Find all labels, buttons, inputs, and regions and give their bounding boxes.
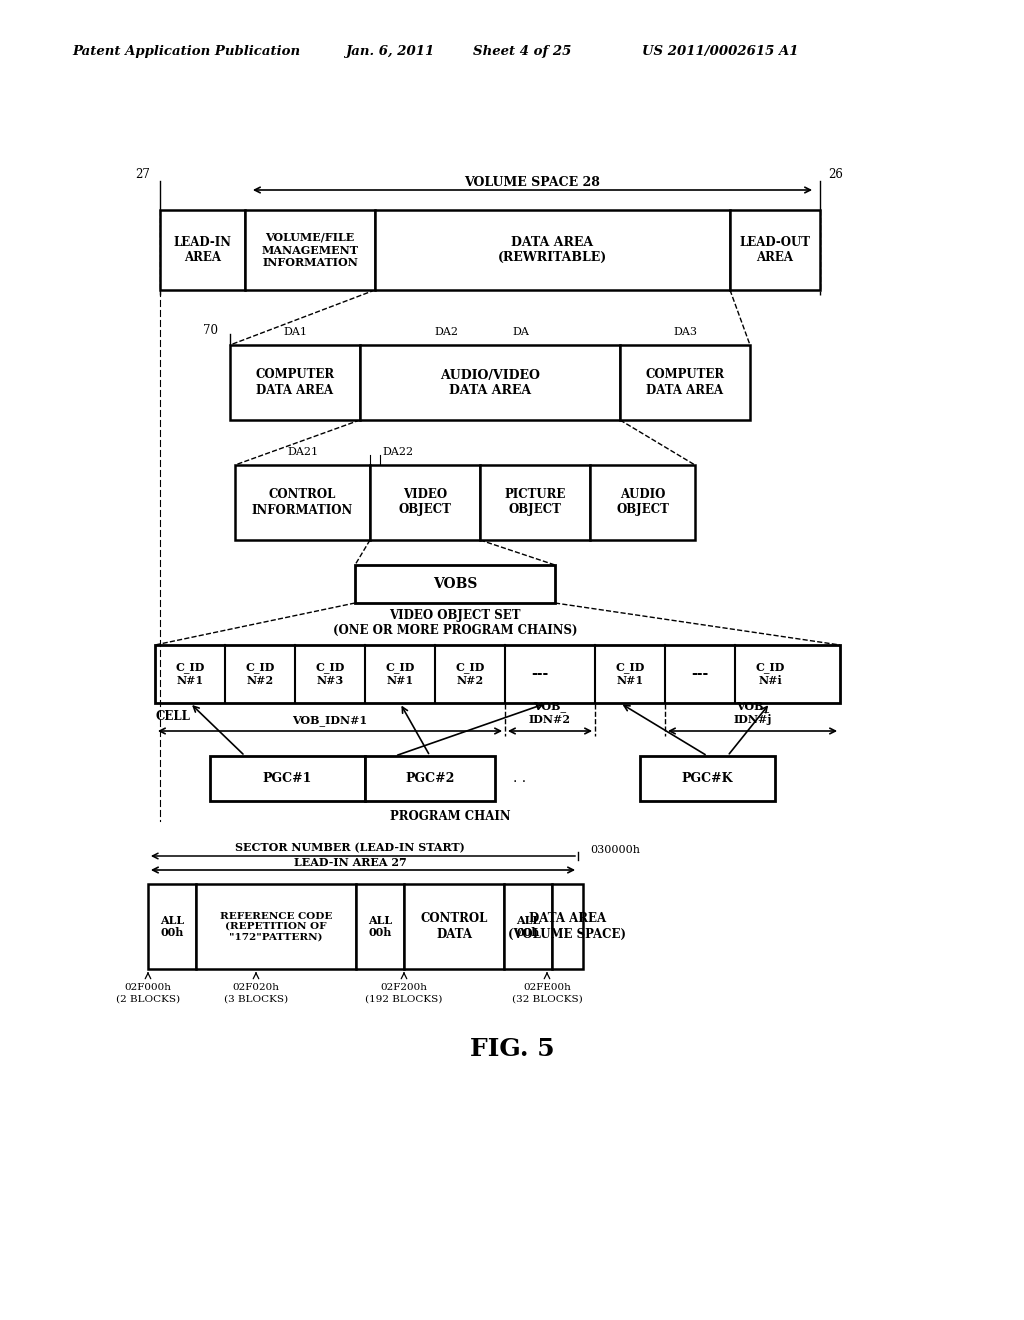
Text: 02F020h: 02F020h [232, 983, 280, 993]
Text: ---: --- [691, 667, 709, 681]
Bar [730, 210, 820, 290]
Bar [504, 884, 552, 969]
Text: DA21: DA21 [287, 447, 318, 457]
Bar [210, 756, 365, 801]
Text: Jan. 6, 2011: Jan. 6, 2011 [345, 45, 434, 58]
Text: DA: DA [513, 327, 529, 337]
Text: 02F000h: 02F000h [125, 983, 171, 993]
Bar [365, 756, 495, 801]
Bar [234, 465, 370, 540]
Bar [155, 645, 840, 704]
Text: DA1: DA1 [283, 327, 307, 337]
Text: REFERENCE CODE
(REPETITION OF
"172"PATTERN): REFERENCE CODE (REPETITION OF "172"PATTE… [220, 912, 332, 941]
Bar [480, 465, 590, 540]
Text: PGC#K: PGC#K [682, 772, 733, 785]
Bar [355, 565, 555, 603]
Text: DA3: DA3 [673, 327, 697, 337]
Text: DA2: DA2 [434, 327, 459, 337]
Bar [196, 884, 356, 969]
Bar [230, 345, 360, 420]
Text: VIDEO OBJECT SET: VIDEO OBJECT SET [389, 609, 521, 622]
Text: ALL
00h: ALL 00h [516, 915, 540, 939]
Text: C_ID
N#2: C_ID N#2 [246, 663, 274, 686]
Text: COMPUTER
DATA AREA: COMPUTER DATA AREA [255, 368, 335, 396]
Text: Sheet 4 of 25: Sheet 4 of 25 [473, 45, 571, 58]
Text: . .: . . [513, 771, 526, 785]
Text: VOB_
IDN#2: VOB_ IDN#2 [529, 701, 571, 725]
Text: LEAD-IN
AREA: LEAD-IN AREA [173, 236, 231, 264]
Text: AUDIO
OBJECT: AUDIO OBJECT [616, 488, 669, 516]
Bar [148, 884, 196, 969]
Text: 02FE00h: 02FE00h [523, 983, 571, 993]
Bar [356, 884, 404, 969]
Text: LEAD-OUT
AREA: LEAD-OUT AREA [739, 236, 811, 264]
Text: (192 BLOCKS): (192 BLOCKS) [366, 995, 442, 1005]
Text: CELL: CELL [155, 710, 189, 723]
Text: VIDEO
OBJECT: VIDEO OBJECT [398, 488, 452, 516]
Text: VOB_IDN#1: VOB_IDN#1 [293, 715, 368, 726]
Text: CONTROL
DATA: CONTROL DATA [420, 912, 487, 940]
Bar [590, 465, 695, 540]
Text: US 2011/0002615 A1: US 2011/0002615 A1 [642, 45, 799, 58]
Text: VOLUME/FILE
MANAGEMENT
INFORMATION: VOLUME/FILE MANAGEMENT INFORMATION [261, 232, 358, 268]
Text: 70: 70 [203, 323, 218, 337]
Text: DATA AREA
(REWRITABLE): DATA AREA (REWRITABLE) [498, 236, 607, 264]
Text: PICTURE
OBJECT: PICTURE OBJECT [504, 488, 565, 516]
Text: PGC#1: PGC#1 [263, 772, 312, 785]
Text: (3 BLOCKS): (3 BLOCKS) [224, 995, 288, 1005]
Text: DA22: DA22 [382, 447, 413, 457]
Bar [552, 884, 583, 969]
Text: 030000h: 030000h [590, 845, 640, 855]
Text: C_ID
N#2: C_ID N#2 [456, 663, 484, 686]
Text: VOBS: VOBS [433, 577, 477, 591]
Text: PGC#2: PGC#2 [406, 772, 455, 785]
Text: FIG. 5: FIG. 5 [470, 1038, 554, 1061]
Text: 26: 26 [828, 169, 843, 181]
Text: ALL
00h: ALL 00h [368, 915, 392, 939]
Text: C_ID
N#1: C_ID N#1 [175, 663, 205, 686]
Bar [360, 345, 620, 420]
Bar [375, 210, 730, 290]
Text: 27: 27 [135, 169, 150, 181]
Bar [370, 465, 480, 540]
Text: (2 BLOCKS): (2 BLOCKS) [116, 995, 180, 1005]
Text: ALL
00h: ALL 00h [160, 915, 184, 939]
Text: PROGRAM CHAIN: PROGRAM CHAIN [390, 810, 510, 824]
Bar [404, 884, 504, 969]
Text: C_ID
N#1: C_ID N#1 [385, 663, 415, 686]
Text: VOB_
IDN#j: VOB_ IDN#j [733, 701, 772, 725]
Bar [245, 210, 375, 290]
Text: COMPUTER
DATA AREA: COMPUTER DATA AREA [645, 368, 725, 396]
Bar [640, 756, 775, 801]
Text: C_ID
N#1: C_ID N#1 [615, 663, 645, 686]
Text: DATA AREA
(VOLUME SPACE): DATA AREA (VOLUME SPACE) [509, 912, 627, 940]
Text: ---: --- [531, 667, 549, 681]
Text: (32 BLOCKS): (32 BLOCKS) [512, 995, 583, 1005]
Bar [620, 345, 750, 420]
Text: LEAD-IN AREA 27: LEAD-IN AREA 27 [294, 857, 407, 867]
Text: (ONE OR MORE PROGRAM CHAINS): (ONE OR MORE PROGRAM CHAINS) [333, 623, 578, 636]
Text: SECTOR NUMBER (LEAD-IN START): SECTOR NUMBER (LEAD-IN START) [236, 842, 465, 854]
Text: CONTROL
INFORMATION: CONTROL INFORMATION [252, 488, 353, 516]
Bar [160, 210, 245, 290]
Text: C_ID
N#i: C_ID N#i [756, 663, 784, 686]
Text: C_ID
N#3: C_ID N#3 [315, 663, 345, 686]
Text: VOLUME SPACE 28: VOLUME SPACE 28 [465, 177, 600, 190]
Text: 02F200h: 02F200h [381, 983, 427, 993]
Text: Patent Application Publication: Patent Application Publication [72, 45, 300, 58]
Text: AUDIO/VIDEO
DATA AREA: AUDIO/VIDEO DATA AREA [440, 368, 540, 396]
